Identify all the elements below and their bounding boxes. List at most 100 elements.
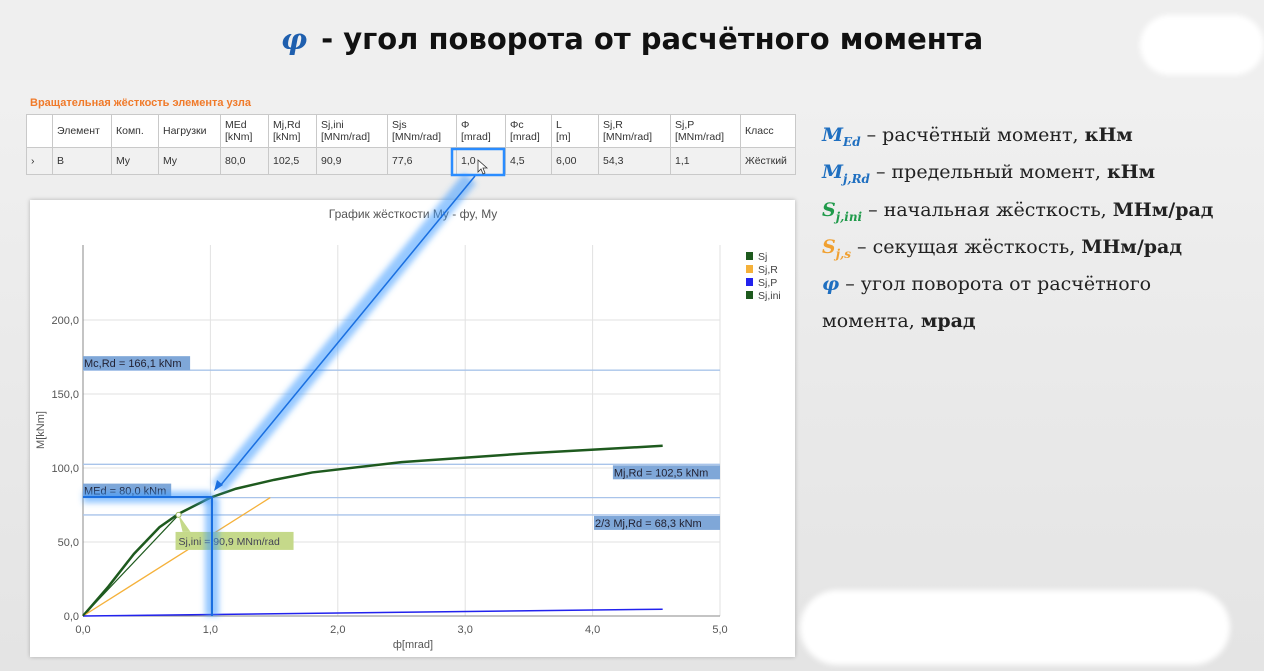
column-header[interactable]: Φ [mrad] [456, 114, 506, 148]
note-line: φ – угол поворота от расчётного момента,… [822, 269, 1182, 337]
column-header-name: Sj,ini [321, 119, 344, 131]
annotation-label: Sj,ini = 90,9 MNm/rad [179, 536, 280, 548]
legend-label: Sj,ini [758, 290, 781, 302]
table-cell[interactable]: B [52, 147, 112, 175]
note-unit: МНм/рад [1081, 235, 1183, 258]
table-cell[interactable]: My [158, 147, 221, 175]
column-header[interactable]: Sj,ini [MNm/rad] [316, 114, 388, 148]
column-header-name: Sj,P [675, 119, 695, 131]
column-header-unit: [kNm] [225, 131, 253, 143]
table-cell[interactable]: 77,6 [387, 147, 457, 175]
reference-label: Mc,Rd = 166,1 kNm [84, 358, 182, 370]
legend-swatch [746, 278, 753, 286]
reference-label-bg [83, 356, 191, 371]
x-tick-label: 1,0 [203, 624, 218, 636]
note-symbol: M [822, 124, 844, 146]
column-header-unit: [MNm/rad] [675, 131, 725, 143]
column-header[interactable] [26, 114, 53, 148]
reference-label-bg [612, 465, 720, 480]
y-axis-label: M[kNm] [35, 411, 47, 449]
column-header-name: Mj,Rd [273, 119, 301, 131]
column-header[interactable]: Sj,P [MNm/rad] [670, 114, 741, 148]
table-cell[interactable]: 90,9 [316, 147, 388, 175]
slide-title-text: - угол поворота от расчётного момента [321, 22, 984, 56]
column-header-name: Элемент [57, 125, 100, 137]
note-unit: кНм [1084, 124, 1133, 146]
column-header[interactable]: L [m] [551, 114, 599, 148]
note-text: – начальная жёсткость, [862, 198, 1113, 221]
table-row[interactable]: › B My My 80,0 102,5 90,9 77,6 1,0 4,5 6,00 54,3 1,1… [26, 147, 796, 175]
table-caption: Вращательная жёсткость элемента узла [30, 97, 251, 109]
table-cell[interactable]: 1,1 [670, 147, 741, 175]
x-tick-label: 5,0 [712, 624, 727, 636]
table-cell[interactable]: 54,3 [598, 147, 671, 175]
table-cell[interactable]: 102,5 [268, 147, 317, 175]
column-header[interactable]: Комп. [111, 114, 159, 148]
x-tick-label: 3,0 [458, 624, 473, 636]
column-header-unit: [MNm/rad] [603, 131, 653, 143]
note-line: Sj,s – секущая жёсткость, МНм/рад [822, 232, 1213, 269]
legend-label: Sj [758, 251, 767, 263]
column-header-name: Sjs [392, 119, 407, 131]
y-tick-label: 50,0 [58, 537, 79, 549]
note-symbol: φ [822, 273, 840, 296]
column-header[interactable]: Sj,R [MNm/rad] [598, 114, 671, 148]
column-header[interactable]: Mj,Rd [kNm] [268, 114, 317, 148]
note-subscript: j,ini [835, 209, 863, 224]
legend-notes: MEd – расчётный момент, кНм Mj,Rd – преде… [822, 120, 1213, 337]
legend-label: Sj,R [758, 264, 778, 276]
row-expand-toggle[interactable]: › [26, 147, 53, 175]
reference-label: Mj,Rd = 102,5 kNm [614, 467, 708, 479]
column-header-unit: [MNm/rad] [392, 131, 442, 143]
stiffness-table: Элемент Комп. Нагрузки MEd [kNm] Mj,Rd [kNm] Sj… [26, 114, 796, 175]
whiteout-patch [1140, 15, 1264, 75]
table-cell[interactable]: 80,0 [220, 147, 269, 175]
column-header[interactable]: Класс [740, 114, 796, 148]
slide-title: φ - угол поворота от расчётного момента [0, 22, 1264, 56]
column-header[interactable]: Нагрузки [158, 114, 221, 148]
column-header-unit: [mrad] [510, 131, 540, 143]
legend-swatch [746, 252, 753, 260]
note-text: – предельный момент, [869, 161, 1107, 184]
column-header-name: L [556, 119, 562, 131]
y-tick-label: 200,0 [51, 315, 79, 327]
column-header-name: Класс [745, 125, 774, 137]
annotation-point [175, 511, 182, 518]
note-line: MEd – расчётный момент, кНм [822, 120, 1213, 157]
column-header-unit: [MNm/rad] [321, 131, 371, 143]
column-header-name: MEd [225, 119, 247, 131]
column-header-unit: [kNm] [273, 131, 301, 143]
y-tick-label: 0,0 [64, 611, 79, 623]
column-header[interactable]: Sjs [MNm/rad] [387, 114, 457, 148]
x-tick-label: 0,0 [75, 624, 90, 636]
column-header[interactable]: MEd [kNm] [220, 114, 269, 148]
note-line: Sj,ini – начальная жёсткость, МНм/рад [822, 195, 1213, 232]
title-bar [0, 0, 1264, 80]
table-cell[interactable]: 4,5 [505, 147, 552, 175]
stiffness-chart: График жёсткости My - фy, My 0,0 1,0 2,0 3,0… [30, 200, 795, 657]
column-header-name: Нагрузки [163, 125, 207, 137]
column-header-name: Φc [510, 119, 524, 131]
note-unit: МНм/рад [1112, 198, 1214, 221]
column-header-name: Sj,R [603, 119, 623, 131]
note-symbol: S [822, 235, 836, 258]
table-cell[interactable]: My [111, 147, 159, 175]
note-unit: кНм [1106, 161, 1156, 184]
whiteout-patch [800, 590, 1230, 665]
reference-label: MEd = 80,0 kNm [84, 486, 166, 498]
note-text: – угол поворота от расчётного момента, [822, 273, 1152, 333]
column-header[interactable]: Φc [mrad] [505, 114, 552, 148]
column-header-unit: [m] [556, 131, 571, 143]
note-symbol: S [822, 198, 836, 221]
legend-label: Sj,P [758, 277, 777, 289]
series-line-sjp [82, 608, 663, 617]
table-cell[interactable]: 1,0 [456, 147, 506, 175]
column-header[interactable]: Элемент [52, 114, 112, 148]
note-symbol: M [822, 161, 844, 184]
table-cell[interactable]: 6,00 [551, 147, 599, 175]
table-cell[interactable]: Жёсткий [740, 147, 796, 175]
legend-swatch [746, 265, 753, 273]
reference-label: 2/3 Mj,Rd = 68,3 kNm [595, 518, 702, 530]
annotation-pointer [178, 514, 191, 532]
y-tick-label: 150,0 [51, 389, 79, 401]
